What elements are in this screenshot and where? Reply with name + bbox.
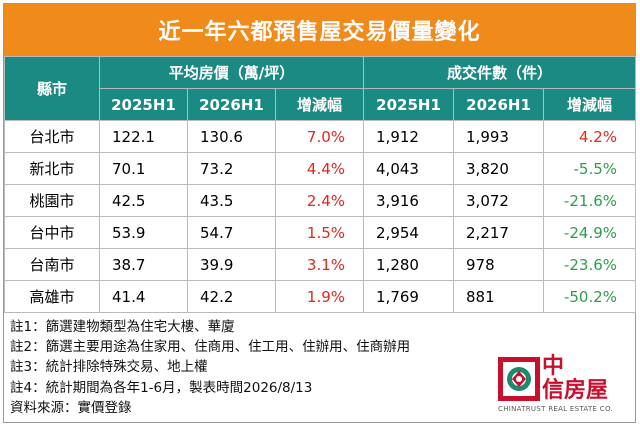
footnote: 註1：篩選建物類型為住宅大樓、華廈 — [10, 319, 235, 335]
city-column-header: 縣市 — [4, 56, 100, 121]
price-2026h1-cell: 42.2 — [187, 280, 276, 313]
table-row: 新北市 70.1 73.2 4.4% 4,043 3,820 -5.5% — [4, 152, 637, 185]
city-cell: 新北市 — [4, 152, 100, 185]
price-change-cell: 7.0% — [274, 120, 365, 153]
report-title: 近一年六都預售屋交易價量變化 — [4, 4, 635, 56]
volume-change-cell: -23.6% — [543, 248, 637, 281]
price-2025h1-cell: 42.5 — [99, 184, 188, 217]
price-2025h1-cell: 122.1 — [99, 120, 188, 153]
volume-change-cell: -5.5% — [543, 152, 637, 185]
volume-change-cell: -24.9% — [543, 216, 637, 249]
volume-change-header: 增減幅 — [543, 88, 637, 121]
volume-2026h1-cell: 1,993 — [453, 120, 545, 153]
price-2026h1-header: 2026H1 — [187, 88, 276, 121]
city-cell: 高雄市 — [4, 280, 100, 313]
volume-2026h1-cell: 2,217 — [453, 216, 545, 249]
header-row-groups: 縣市 平均房價（萬/坪） 成交件數（件） — [4, 56, 637, 121]
price-change-cell: 1.9% — [274, 280, 365, 313]
volume-2026h1-header: 2026H1 — [453, 88, 545, 121]
volume-2025h1-header: 2025H1 — [363, 88, 455, 121]
city-cell: 台中市 — [4, 216, 100, 249]
price-2026h1-cell: 54.7 — [187, 216, 276, 249]
header-row-subs: 2025H1 2026H1 增減幅 2025H1 2026H1 增減幅 — [5, 88, 637, 121]
chinatrust-logo-icon — [498, 357, 540, 401]
city-cell: 台北市 — [4, 120, 100, 153]
volume-2026h1-cell: 3,820 — [453, 152, 545, 185]
price-change-cell: 1.5% — [274, 216, 365, 249]
logo-english-name: CHINATRUST REAL ESTATE CO. — [498, 405, 614, 413]
footnote: 註2：篩選主要用途為住家用、住商用、住工用、住辦用、住商辦用 — [10, 339, 411, 356]
volume-change-cell: -50.2% — [543, 280, 637, 313]
price-2026h1-cell: 43.5 — [187, 184, 276, 217]
price-2026h1-cell: 39.9 — [187, 248, 276, 281]
price-2025h1-cell: 70.1 — [99, 152, 188, 185]
table-row: 台中市 53.9 54.7 1.5% 2,954 2,217 -24.9% — [4, 216, 637, 249]
table-row: 高雄市 41.4 42.2 1.9% 1,769 881 -50.2% — [4, 280, 637, 313]
price-2025h1-cell: 53.9 — [99, 216, 188, 249]
volume-change-cell: -21.6% — [543, 184, 637, 217]
footnotes: 註1：篩選建物類型為住宅大樓、華廈 註2：篩選主要用途為住家用、住商用、住工用、… — [10, 317, 480, 418]
price-change-header: 增減幅 — [274, 88, 365, 121]
volume-2026h1-cell: 881 — [453, 280, 545, 313]
price-2025h1-header: 2025H1 — [99, 88, 188, 121]
footnote: 註4：統計期間為各年1-6月，製表時間2026/8/13 — [10, 379, 313, 396]
price-2026h1-cell: 73.2 — [187, 152, 276, 185]
volume-2025h1-cell: 1,769 — [363, 280, 455, 313]
volume-change-cell: 4.2% — [543, 120, 637, 153]
logo-zh-line1: 中 — [542, 354, 565, 379]
data-source: 資料來源：實價登錄 — [10, 399, 132, 416]
city-cell: 台南市 — [4, 248, 100, 281]
price-2025h1-cell: 38.7 — [99, 248, 188, 281]
logo-chinese-name: 中 信房屋 — [542, 355, 608, 403]
volume-2025h1-cell: 3,916 — [363, 184, 455, 217]
city-cell: 桃園市 — [4, 184, 100, 217]
volume-group-header: 成交件數（件） — [363, 56, 637, 89]
price-change-cell: 4.4% — [274, 152, 365, 185]
volume-2025h1-cell: 1,280 — [363, 248, 455, 281]
report-card: 近一年六都預售屋交易價量變化 縣市 平均房價（萬/坪） 成交件數（件） 2025… — [3, 3, 637, 423]
volume-2026h1-cell: 3,072 — [453, 184, 545, 217]
logo-zh-line2: 信房屋 — [542, 378, 609, 403]
company-logo: 中 信房屋 CHINATRUST REAL ESTATE CO. — [496, 355, 628, 415]
avg-price-group-header: 平均房價（萬/坪） — [98, 56, 365, 89]
price-volume-table: 縣市 平均房價（萬/坪） 成交件數（件） 2025H1 2026H1 增減幅 2… — [4, 56, 637, 313]
price-change-cell: 3.1% — [274, 248, 365, 281]
price-2026h1-cell: 130.6 — [187, 120, 276, 153]
volume-2025h1-cell: 1,912 — [363, 120, 455, 153]
volume-2026h1-cell: 978 — [453, 248, 545, 281]
volume-2025h1-cell: 4,043 — [363, 152, 455, 185]
volume-2025h1-cell: 2,954 — [363, 216, 455, 249]
table-row: 台南市 38.7 39.9 3.1% 1,280 978 -23.6% — [4, 248, 637, 281]
footnote: 註3：統計排除特殊交易、地上權 — [10, 359, 208, 376]
price-change-cell: 2.4% — [274, 184, 365, 217]
table-row: 桃園市 42.5 43.5 2.4% 3,916 3,072 -21.6% — [4, 184, 637, 217]
price-2025h1-cell: 41.4 — [99, 280, 188, 313]
table-row: 台北市 122.1 130.6 7.0% 1,912 1,993 4.2% — [4, 120, 637, 153]
